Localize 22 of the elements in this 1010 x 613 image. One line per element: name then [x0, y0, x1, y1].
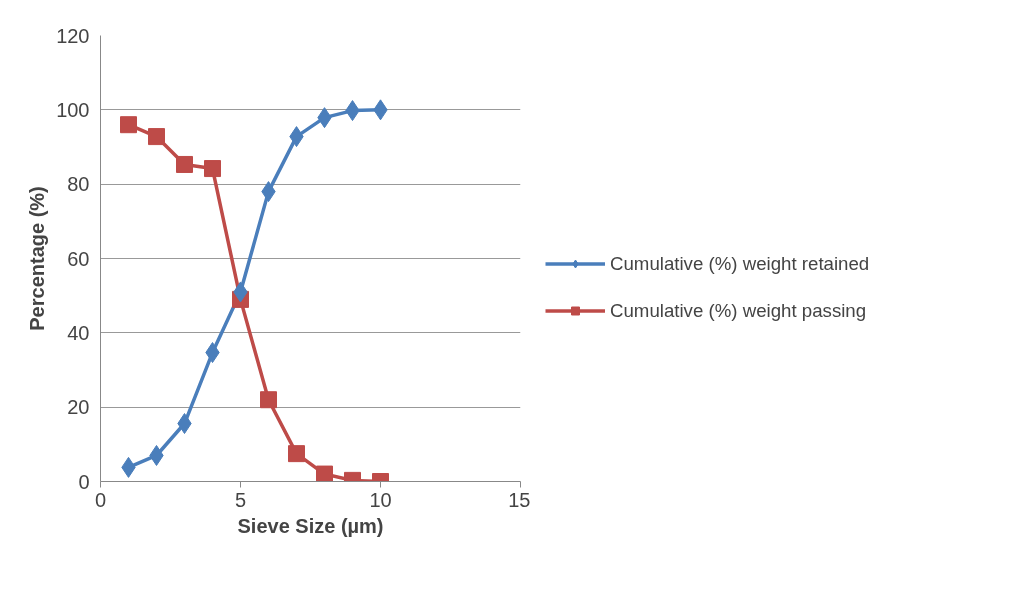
y-tick-label: 40 — [67, 321, 90, 344]
point — [120, 116, 137, 134]
y-tick-label: 100 — [56, 98, 90, 121]
x-tick-label: 5 — [234, 488, 247, 511]
point — [316, 465, 333, 482]
y-tick-label: 60 — [67, 247, 90, 270]
x-tick-label: 0 — [94, 488, 107, 511]
y-tick-label: 80 — [67, 173, 90, 196]
point — [204, 160, 221, 178]
y-axis-title: Percentage (%) — [26, 186, 49, 331]
point — [288, 445, 305, 463]
x-axis-title: Sieve Size (µm) — [237, 514, 384, 537]
point — [176, 155, 193, 173]
legend-label: Cumulative (%) weight retained — [610, 252, 870, 274]
legend-label: Cumulative (%) weight passing — [610, 299, 867, 321]
x-tick-label: 10 — [369, 488, 392, 511]
x-tick-label: 15 — [508, 488, 531, 511]
point — [148, 128, 165, 146]
y-tick-label: 120 — [56, 24, 90, 47]
point — [260, 391, 277, 409]
y-tick-label: 0 — [78, 470, 90, 493]
y-tick-label: 20 — [67, 396, 90, 419]
